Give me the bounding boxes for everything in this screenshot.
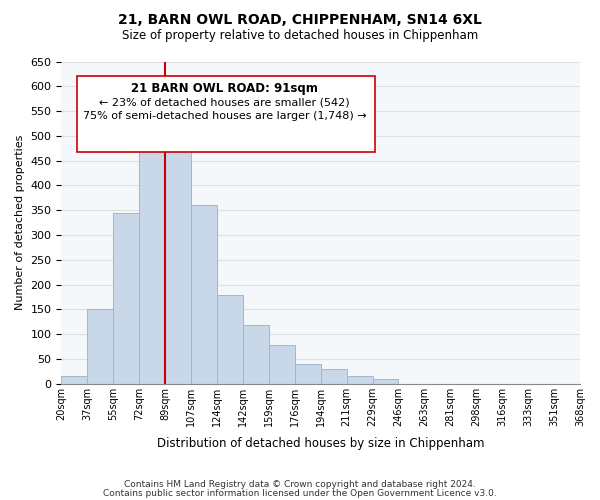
Bar	[61, 376, 88, 384]
Bar	[165, 146, 191, 384]
X-axis label: Distribution of detached houses by size in Chippenham: Distribution of detached houses by size …	[157, 437, 484, 450]
Bar	[191, 206, 217, 384]
Bar	[113, 212, 139, 384]
Text: 75% of semi-detached houses are larger (1,748) →: 75% of semi-detached houses are larger (…	[83, 112, 367, 122]
Text: ← 23% of detached houses are smaller (542): ← 23% of detached houses are smaller (54…	[100, 98, 350, 108]
Bar	[269, 345, 295, 384]
Bar	[88, 310, 113, 384]
Text: 21 BARN OWL ROAD: 91sqm: 21 BARN OWL ROAD: 91sqm	[131, 82, 318, 96]
Text: 21, BARN OWL ROAD, CHIPPENHAM, SN14 6XL: 21, BARN OWL ROAD, CHIPPENHAM, SN14 6XL	[118, 12, 482, 26]
Y-axis label: Number of detached properties: Number of detached properties	[15, 135, 25, 310]
Bar	[295, 364, 321, 384]
Bar	[321, 369, 347, 384]
Text: Size of property relative to detached houses in Chippenham: Size of property relative to detached ho…	[122, 29, 478, 42]
Bar	[217, 294, 243, 384]
Text: Contains HM Land Registry data © Crown copyright and database right 2024.: Contains HM Land Registry data © Crown c…	[124, 480, 476, 489]
Bar	[139, 126, 165, 384]
Bar	[347, 376, 373, 384]
Bar	[373, 379, 398, 384]
Text: Contains public sector information licensed under the Open Government Licence v3: Contains public sector information licen…	[103, 488, 497, 498]
FancyBboxPatch shape	[77, 76, 375, 152]
Bar	[243, 325, 269, 384]
